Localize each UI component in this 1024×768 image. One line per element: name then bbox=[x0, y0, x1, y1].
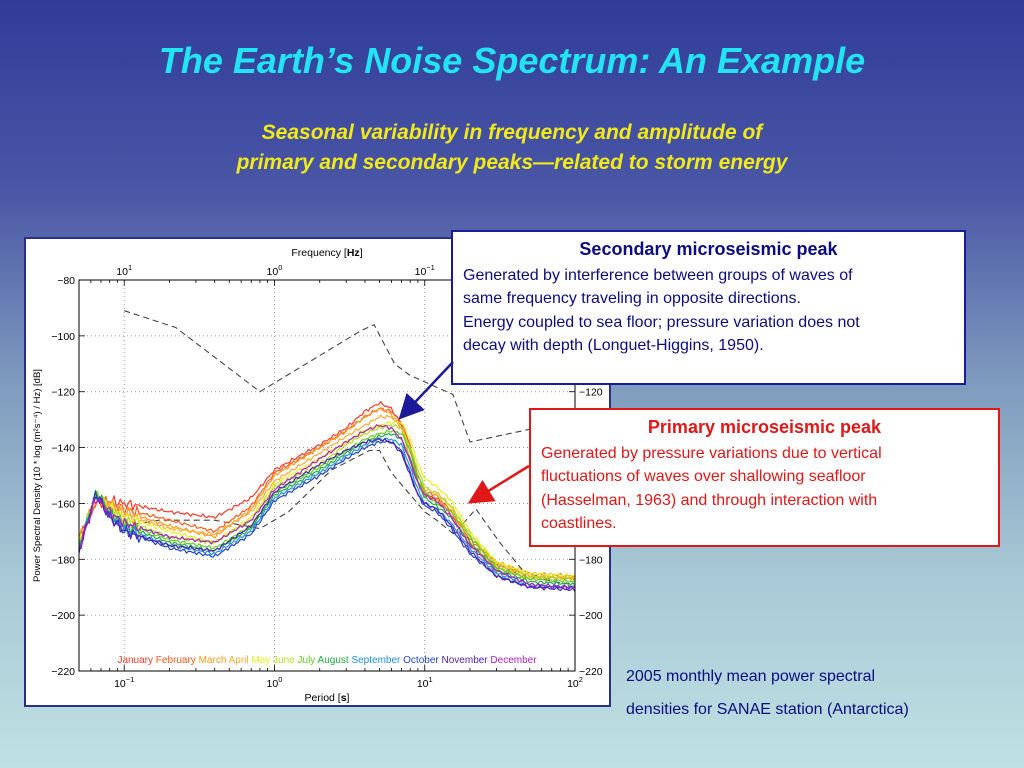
legend-entry-january: January bbox=[117, 655, 153, 666]
series-line-may bbox=[78, 420, 576, 578]
y-tick-label: −220 bbox=[51, 666, 75, 678]
chart-legend: January February March April May June Ju… bbox=[117, 655, 537, 666]
top-axis-label: Frequency [Hz] bbox=[291, 247, 362, 259]
secondary-peak-line-4: decay with depth (Longuet-Higgins, 1950)… bbox=[463, 337, 764, 354]
legend-entry-february: February bbox=[153, 655, 196, 666]
secondary-peak-line-1: Generated by interference between groups… bbox=[463, 266, 853, 284]
x-tick-label: 102 bbox=[567, 675, 583, 690]
legend-entry-may: May bbox=[249, 655, 271, 666]
y-tick-label: −160 bbox=[51, 498, 75, 510]
caption-line-2: densities for SANAE station (Antarctica) bbox=[626, 701, 909, 718]
chart-grid bbox=[79, 280, 576, 671]
secondary-peak-title: Secondary microseismic peak bbox=[579, 239, 838, 259]
legend-entry-june: June bbox=[270, 655, 295, 666]
x-tick-label: 100 bbox=[267, 675, 283, 690]
primary-peak-callout: Primary microseismic peak Generated by p… bbox=[529, 408, 1000, 547]
y-axis-label: Power Spectral Density (10 * log (m²s⁻⁴)… bbox=[32, 369, 43, 582]
series-line-march bbox=[78, 407, 576, 581]
y-tick-label: −100 bbox=[51, 331, 75, 343]
top-tick-label: 101 bbox=[116, 263, 132, 278]
right-y-tick-label: −200 bbox=[579, 610, 603, 622]
x-tick-label: 101 bbox=[417, 675, 433, 690]
legend-entry-april: April bbox=[226, 655, 248, 666]
top-tick-label: 10−1 bbox=[415, 263, 435, 278]
slide-title: The Earth’s Noise Spectrum: An Example bbox=[158, 40, 866, 81]
series-line-february bbox=[78, 407, 576, 578]
series-line-october bbox=[78, 440, 576, 590]
primary-peak-title: Primary microseismic peak bbox=[647, 417, 882, 437]
top-tick-label: 100 bbox=[267, 263, 283, 278]
noise-models bbox=[124, 310, 576, 585]
series-line-april bbox=[78, 414, 576, 581]
y-tick-label: −140 bbox=[51, 443, 75, 455]
right-y-tick-label: −220 bbox=[579, 666, 603, 678]
secondary-peak-line-2: same frequency traveling in opposite dir… bbox=[463, 290, 801, 307]
x-tick-label: 10−1 bbox=[114, 675, 134, 690]
series-line-december bbox=[78, 424, 576, 589]
series-lines bbox=[78, 401, 576, 592]
primary-peak-line-2: fluctuations of waves over shallowing se… bbox=[541, 468, 866, 485]
subtitle-line-1: Seasonal variability in frequency and am… bbox=[261, 121, 763, 144]
y-tick-label: −200 bbox=[51, 610, 75, 622]
slide-subtitle: Seasonal variability in frequency and am… bbox=[0, 118, 1024, 178]
primary-peak-line-1: Generated by pressure variations due to … bbox=[541, 444, 882, 462]
series-line-january bbox=[78, 401, 576, 581]
legend-entry-october: October bbox=[400, 655, 439, 666]
legend-entry-august: August bbox=[315, 655, 349, 666]
primary-peak-line-3: (Hasselman, 1963) and through interactio… bbox=[541, 491, 878, 509]
legend-entries: January February March April May June Ju… bbox=[117, 655, 537, 666]
y-tick-label: −120 bbox=[51, 387, 75, 399]
right-y-tick-label: −180 bbox=[579, 554, 603, 566]
noise-model-high bbox=[124, 310, 576, 443]
series-line-july bbox=[78, 429, 576, 584]
series-line-november bbox=[78, 437, 576, 592]
y-tick-label: −180 bbox=[51, 554, 75, 566]
right-y-tick-label: −120 bbox=[579, 387, 603, 399]
legend-entry-march: March bbox=[196, 655, 227, 666]
secondary-peak-line-3: Energy coupled to sea floor; pressure va… bbox=[463, 313, 860, 331]
y-tick-label: −80 bbox=[57, 275, 75, 287]
figure-caption: 2005 monthly mean power spectral densiti… bbox=[626, 660, 1006, 726]
legend-entry-july: July bbox=[295, 655, 316, 666]
noise-model-low bbox=[124, 449, 576, 585]
caption-line-1: 2005 monthly mean power spectral bbox=[626, 668, 876, 685]
legend-entry-december: December bbox=[488, 655, 538, 666]
primary-peak-line-4: coastlines. bbox=[541, 515, 617, 532]
legend-entry-november: November bbox=[439, 655, 489, 666]
series-line-september bbox=[78, 437, 576, 589]
secondary-peak-callout: Secondary microseismic peak Generated by… bbox=[451, 230, 966, 385]
subtitle-line-2: primary and secondary peaks—related to s… bbox=[236, 151, 788, 174]
legend-entry-september: September bbox=[349, 655, 401, 666]
x-axis-label: Period [s] bbox=[305, 692, 350, 704]
